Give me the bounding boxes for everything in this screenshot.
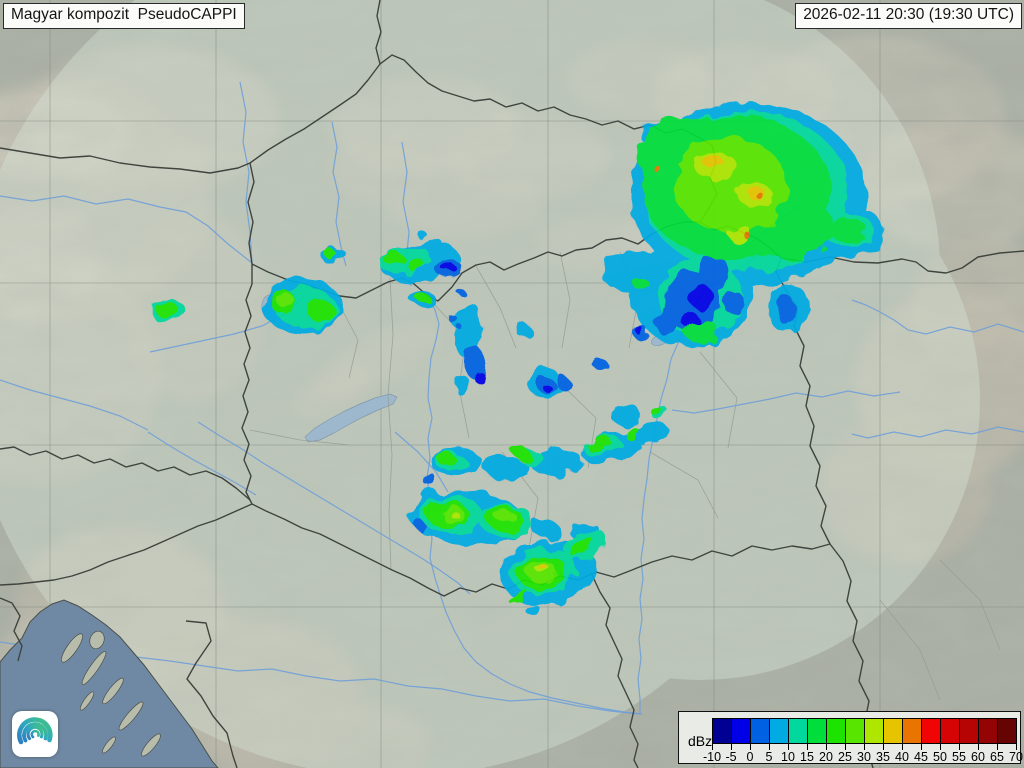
legend-tick <box>902 744 903 750</box>
legend-tick <box>750 744 751 750</box>
legend-tick-label: 40 <box>895 750 909 764</box>
legend-tick-label: 0 <box>746 750 754 764</box>
legend-tick <box>845 744 846 750</box>
legend-tick <box>731 744 732 750</box>
product-label: Magyar kompozit PseudoCAPPI <box>3 3 245 29</box>
timestamp-label: 2026-02-11 20:30 (19:30 UTC) <box>795 3 1022 29</box>
legend-cell <box>921 718 941 744</box>
legend-cell <box>788 718 808 744</box>
legend-tick-label: 50 <box>933 750 947 764</box>
legend-tick <box>959 744 960 750</box>
legend-tick <box>769 744 770 750</box>
legend-tick-label: 10 <box>781 750 795 764</box>
legend-tick-label: 30 <box>857 750 871 764</box>
legend-tick-label: 5 <box>765 750 773 764</box>
legend-tick <box>1016 744 1017 750</box>
legend-tick-label: 60 <box>971 750 985 764</box>
legend-tick-label: 45 <box>914 750 928 764</box>
legend-cell <box>978 718 998 744</box>
legend-tick <box>940 744 941 750</box>
legend-cell <box>845 718 865 744</box>
legend-tick-label: 55 <box>952 750 966 764</box>
hungaromet-logo <box>12 711 58 757</box>
legend-cell <box>864 718 884 744</box>
legend-cell <box>750 718 770 744</box>
legend-cell <box>807 718 827 744</box>
legend-cell <box>769 718 789 744</box>
legend-tick <box>864 744 865 750</box>
legend-tick-label: 15 <box>800 750 814 764</box>
legend-unit-label: dBz <box>688 733 713 749</box>
legend-tick-label: 20 <box>819 750 833 764</box>
legend-tick <box>826 744 827 750</box>
legend-cell <box>826 718 846 744</box>
legend-tick <box>883 744 884 750</box>
legend-cell <box>712 718 732 744</box>
legend-tick <box>712 744 713 750</box>
legend-tick-label: -10 <box>702 750 722 764</box>
legend-cell <box>883 718 903 744</box>
legend-cell <box>959 718 979 744</box>
legend-tick-label: 70 <box>1009 750 1023 764</box>
legend-tick <box>788 744 789 750</box>
legend-cell <box>940 718 960 744</box>
legend-tick <box>978 744 979 750</box>
radar-echoes <box>151 103 885 614</box>
legend-tick <box>807 744 808 750</box>
legend-cell <box>731 718 751 744</box>
legend-tick <box>997 744 998 750</box>
dbz-color-legend: dBz -10 -5 0 5 10 15 20 25 30 35 40 45 50 55 60 65 70 <box>678 711 1023 764</box>
legend-cell <box>902 718 922 744</box>
legend-tick <box>921 744 922 750</box>
legend-tick-label: -5 <box>725 750 737 764</box>
hungaromet-spiral-icon <box>17 717 53 745</box>
legend-tick-label: 35 <box>876 750 890 764</box>
legend-cell <box>997 718 1017 744</box>
legend-tick-label: 25 <box>838 750 852 764</box>
legend-tick-label: 65 <box>990 750 1004 764</box>
